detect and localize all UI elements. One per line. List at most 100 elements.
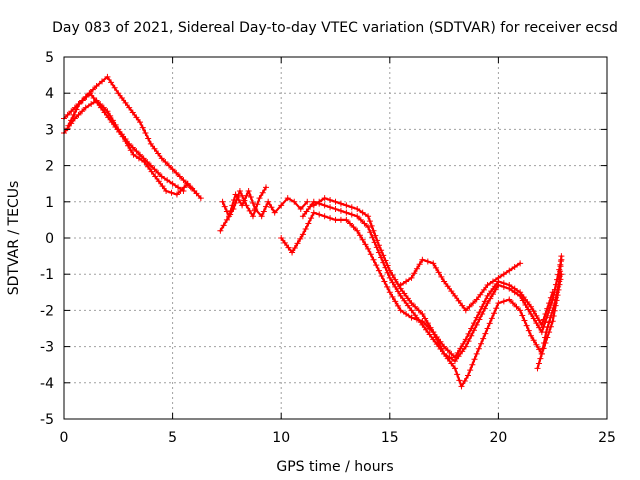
y-tick-label: 0 (45, 231, 54, 247)
data-point-marker (372, 232, 379, 239)
data-point-marker (491, 283, 498, 290)
data-point-marker (520, 294, 527, 301)
data-point-marker (448, 288, 455, 295)
data-point-marker (254, 201, 261, 208)
data-point-marker (456, 377, 463, 384)
data-point-marker (321, 195, 328, 202)
data-point-marker (404, 295, 411, 302)
data-point-marker (438, 273, 445, 280)
data-point-marker (147, 162, 154, 169)
data-point-marker (535, 360, 542, 367)
data-point-marker (519, 297, 526, 304)
data-point-marker (321, 202, 328, 209)
data-point-marker (397, 292, 404, 299)
data-point-marker (70, 111, 77, 118)
data-point-marker (451, 365, 458, 372)
data-point-marker (384, 262, 391, 269)
data-point-marker (348, 204, 355, 211)
data-point-marker (94, 99, 101, 106)
data-point-marker (394, 281, 401, 288)
data-point-marker (404, 302, 411, 309)
data-point-marker (484, 292, 491, 299)
chart-title: Day 083 of 2021, Sidereal Day-to-day VTE… (52, 20, 618, 36)
data-point-marker (291, 198, 298, 205)
data-point-marker (558, 253, 565, 260)
data-point-marker (491, 310, 498, 317)
data-point-marker (366, 218, 373, 225)
data-point-marker (473, 314, 480, 321)
data-point-marker (304, 198, 311, 205)
data-point-marker (459, 348, 466, 355)
data-point-marker (441, 278, 448, 285)
data-point-marker (332, 198, 339, 205)
data-point-marker (394, 288, 401, 295)
data-point-marker (181, 184, 188, 191)
data-point-marker (159, 183, 166, 190)
y-tick-label: -4 (40, 376, 54, 392)
data-point-marker (221, 203, 228, 210)
data-point-marker (378, 273, 385, 280)
data-point-marker (378, 247, 385, 254)
data-point-marker (468, 325, 475, 332)
data-point-marker (375, 267, 382, 274)
data-point-marker (93, 82, 100, 89)
data-point-marker (321, 213, 328, 220)
data-point-marker (556, 273, 563, 280)
data-point-marker (155, 169, 162, 176)
data-point-marker (259, 189, 266, 196)
data-point-marker (488, 288, 495, 295)
data-point-marker (76, 101, 83, 108)
data-point-marker (308, 215, 315, 222)
data-point-marker (550, 304, 557, 311)
data-point-marker (451, 292, 458, 299)
data-point-marker (165, 162, 172, 169)
data-point-marker (465, 330, 472, 337)
data-point-marker (155, 150, 162, 157)
data-point-marker (423, 326, 429, 333)
series-trace-line (219, 186, 268, 232)
data-point-marker (552, 294, 559, 301)
data-point-marker (481, 298, 488, 305)
data-point-marker (249, 200, 256, 207)
series-trace-8 (310, 195, 556, 361)
data-point-marker (495, 300, 502, 307)
data-point-marker (470, 300, 477, 307)
data-point-marker (169, 166, 176, 173)
data-point-marker (412, 303, 419, 310)
data-point-marker (548, 309, 555, 316)
data-point-marker (332, 206, 339, 213)
data-point-marker (432, 264, 439, 271)
data-point-marker (303, 208, 310, 215)
data-point-marker (530, 308, 537, 315)
data-point-marker (180, 177, 187, 184)
data-point-marker (176, 173, 183, 180)
data-point-marker (350, 224, 357, 231)
data-point-marker (367, 229, 374, 236)
data-point-marker (232, 200, 239, 207)
data-point-marker (460, 340, 467, 347)
data-point-marker (492, 286, 499, 293)
data-point-marker (495, 274, 502, 281)
data-point-marker (555, 283, 562, 290)
data-point-marker (99, 78, 106, 85)
data-point-marker (511, 285, 518, 292)
data-point-marker (416, 261, 423, 268)
data-point-marker (118, 95, 125, 102)
data-point-marker (219, 198, 226, 205)
data-point-marker (430, 336, 437, 343)
data-point-marker (79, 108, 86, 115)
data-point-marker (527, 311, 534, 318)
data-point-marker (365, 224, 372, 231)
y-tick-label: 2 (45, 159, 54, 175)
data-point-marker (411, 270, 418, 277)
data-point-marker (527, 303, 534, 310)
data-point-marker (382, 257, 389, 264)
series-trace-10 (534, 253, 565, 372)
data-point-marker (87, 90, 94, 97)
data-point-marker (373, 262, 380, 269)
data-point-marker (426, 331, 433, 338)
data-point-marker (475, 345, 482, 352)
data-point-marker (152, 173, 159, 180)
data-point-marker (454, 349, 461, 356)
data-point-marker (480, 286, 487, 293)
